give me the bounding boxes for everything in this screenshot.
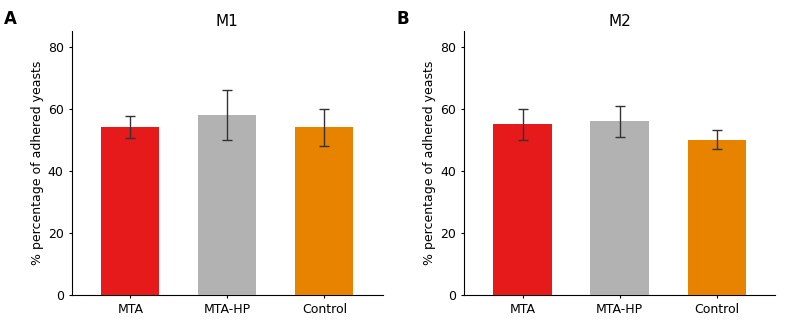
Bar — [296, 127, 354, 295]
Bar — [590, 121, 648, 295]
Title: M2: M2 — [608, 14, 631, 29]
Bar — [198, 115, 256, 295]
Title: M1: M1 — [216, 14, 239, 29]
Bar — [101, 127, 160, 295]
Y-axis label: % percentage of adhered yeasts: % percentage of adhered yeasts — [31, 61, 43, 265]
Text: B: B — [396, 10, 409, 28]
Text: A: A — [4, 10, 17, 28]
Bar — [688, 140, 746, 295]
Bar — [494, 124, 552, 295]
Y-axis label: % percentage of adhered yeasts: % percentage of adhered yeasts — [423, 61, 435, 265]
